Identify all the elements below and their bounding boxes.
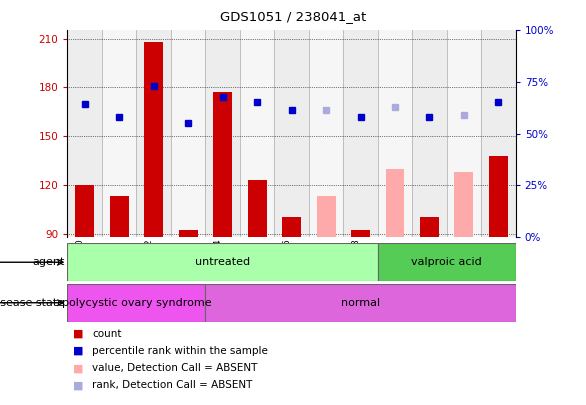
Bar [144,42,163,237]
Bar [420,217,439,237]
Text: ■: ■ [73,329,84,339]
Text: GDS1051 / 238041_at: GDS1051 / 238041_at [220,10,366,23]
Text: disease state: disease state [0,298,64,308]
Bar [309,30,343,237]
Text: valproic acid: valproic acid [411,257,482,267]
Bar [67,284,205,322]
Text: ■: ■ [73,363,84,373]
Bar [316,196,336,237]
Bar [455,172,473,237]
Text: percentile rank within the sample: percentile rank within the sample [92,346,268,356]
Text: polycystic ovary syndrome: polycystic ovary syndrome [62,298,211,308]
Bar [378,243,516,281]
Text: normal: normal [341,298,380,308]
Text: agent: agent [32,257,64,267]
Text: ■: ■ [73,346,84,356]
Bar [179,230,197,237]
Bar [378,30,412,237]
Bar [282,217,301,237]
Bar [171,30,205,237]
Text: rank, Detection Call = ABSENT: rank, Detection Call = ABSENT [92,380,253,390]
Bar [110,196,128,237]
Bar [351,230,370,237]
Bar [67,243,378,281]
Bar [489,156,508,237]
Bar [67,30,102,237]
Bar [247,180,267,237]
Text: ■: ■ [73,380,84,390]
Bar [75,185,94,237]
Bar [412,30,447,237]
Text: untreated: untreated [195,257,250,267]
Bar [343,30,378,237]
Bar [274,30,309,237]
Bar [447,30,481,237]
Bar [386,168,404,237]
Bar [213,92,232,237]
Bar [481,30,516,237]
Bar [205,284,516,322]
Text: value, Detection Call = ABSENT: value, Detection Call = ABSENT [92,363,257,373]
Bar [102,30,137,237]
Bar [137,30,171,237]
Text: count: count [92,329,121,339]
Bar [240,30,274,237]
Bar [205,30,240,237]
